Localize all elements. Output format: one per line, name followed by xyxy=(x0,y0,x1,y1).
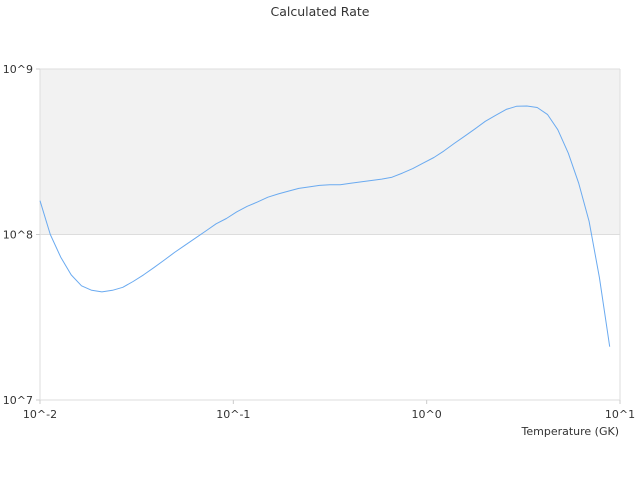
x-tick-label: 10^-2 xyxy=(23,408,57,421)
y-tick-label: 10^9 xyxy=(3,63,33,76)
rate-series-line xyxy=(39,105,611,347)
shaded-band xyxy=(40,69,620,235)
y-tick-label: 10^8 xyxy=(3,229,33,242)
label-layer: Calculated Rate Temperature (GK) 10^-2 10… xyxy=(3,4,635,438)
x-axis-title: Temperature (GK) xyxy=(521,425,620,438)
series-layer xyxy=(39,105,611,347)
chart-title: Calculated Rate xyxy=(271,4,370,19)
x-tick-label: 10^-1 xyxy=(216,408,250,421)
x-tick-label: 10^1 xyxy=(605,408,635,421)
band-layer xyxy=(40,68,620,235)
x-tick-label: 10^0 xyxy=(412,408,442,421)
y-tick-label: 10^7 xyxy=(3,394,33,407)
axis-layer xyxy=(36,68,621,404)
